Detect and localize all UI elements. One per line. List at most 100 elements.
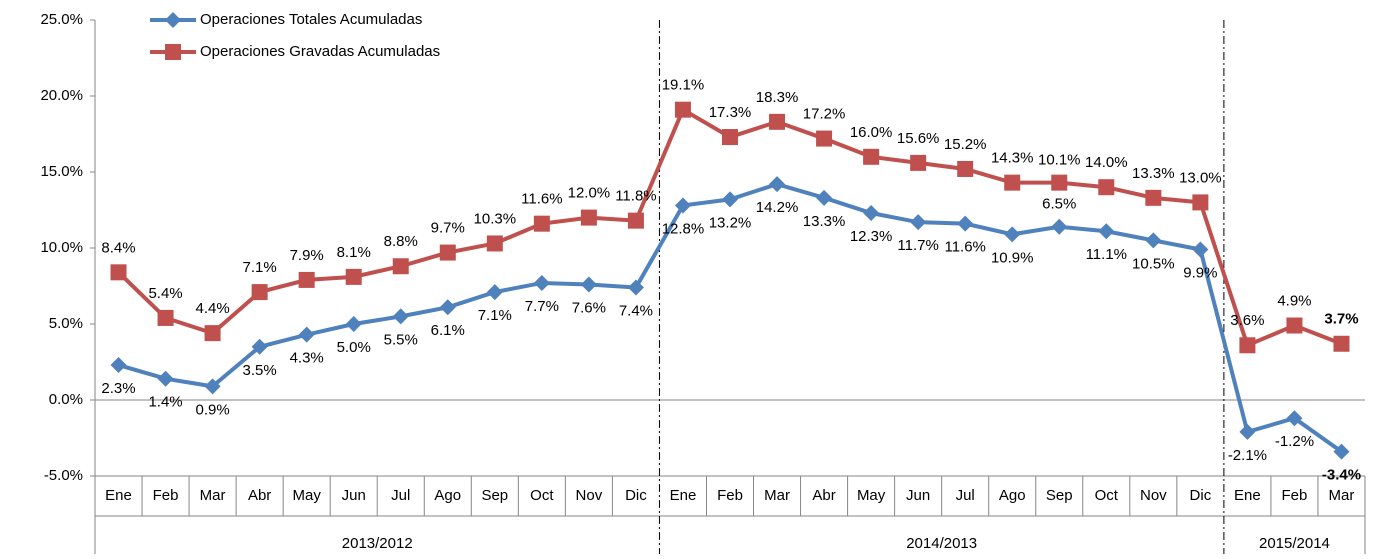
x-tick-label: Jul xyxy=(391,487,410,504)
point xyxy=(533,215,550,232)
group-label: 2014/2013 xyxy=(906,535,977,552)
point xyxy=(816,189,833,206)
y-tick-label: 5.0% xyxy=(49,315,83,332)
data-label: 12.8% xyxy=(662,220,705,237)
x-tick-label: Jun xyxy=(342,487,366,504)
point xyxy=(251,338,268,355)
point xyxy=(863,205,880,222)
data-label: 15.2% xyxy=(944,136,987,153)
point xyxy=(157,370,174,387)
point xyxy=(392,308,409,325)
data-label: 11.8% xyxy=(615,188,656,205)
y-tick-label: 25.0% xyxy=(40,11,83,28)
point xyxy=(722,129,738,146)
data-label: 8.1% xyxy=(337,244,371,261)
point xyxy=(1192,241,1209,258)
data-label: 8.4% xyxy=(101,239,135,256)
data-label: 14.3% xyxy=(991,150,1034,167)
data-label: 5.0% xyxy=(337,339,371,356)
x-tick-label: Jun xyxy=(906,487,930,504)
point xyxy=(204,378,221,395)
point xyxy=(1286,317,1303,334)
data-label: -3.4% xyxy=(1322,467,1361,484)
x-tick-label: Jul xyxy=(956,487,975,504)
x-tick-label: Mar xyxy=(200,487,226,504)
x-tick-label: Mar xyxy=(764,487,790,504)
data-label: 9.9% xyxy=(1183,264,1217,281)
point xyxy=(1098,223,1115,240)
data-label: 4.4% xyxy=(195,300,229,317)
x-tick-label: Dic xyxy=(625,487,647,504)
x-tick-label: Feb xyxy=(717,487,743,504)
point xyxy=(957,160,974,177)
y-tick-label: 20.0% xyxy=(40,87,83,104)
data-label: 2.3% xyxy=(101,380,135,397)
y-tick-label: 0.0% xyxy=(49,391,83,408)
annotation: 10.1% xyxy=(1038,152,1081,169)
point xyxy=(345,268,362,285)
point xyxy=(486,284,503,301)
data-label: 11.6% xyxy=(944,239,985,256)
data-label: 8.8% xyxy=(384,233,418,250)
x-tick-label: Abr xyxy=(248,487,271,504)
x-tick-label: Ago xyxy=(434,487,461,504)
legend-label: Operaciones Gravadas Acumuladas xyxy=(200,43,440,60)
data-label: 12.3% xyxy=(850,228,893,245)
x-tick-label: Sep xyxy=(1046,487,1073,504)
point xyxy=(439,299,456,316)
point xyxy=(1239,337,1256,354)
point xyxy=(674,101,691,118)
point xyxy=(1286,410,1303,427)
point xyxy=(863,148,880,165)
point xyxy=(1333,443,1350,460)
x-tick-label: Feb xyxy=(153,487,179,504)
point xyxy=(1004,174,1021,191)
data-label: -1.2% xyxy=(1275,433,1314,450)
x-tick-label: Ene xyxy=(105,487,132,504)
point xyxy=(439,244,456,261)
point xyxy=(627,212,644,229)
point xyxy=(1192,194,1209,211)
point xyxy=(957,215,974,232)
data-label: 13.0% xyxy=(1179,169,1222,186)
data-label: 6.1% xyxy=(431,322,465,339)
data-label: 10.5% xyxy=(1132,255,1175,272)
annotation: 6.5% xyxy=(1042,196,1076,213)
point xyxy=(769,113,786,130)
data-label: 0.9% xyxy=(195,401,229,418)
data-label: 5.4% xyxy=(148,285,182,302)
data-label: 1.4% xyxy=(148,394,182,411)
group-label: 2015/2014 xyxy=(1259,535,1330,552)
y-tick-label: -5.0% xyxy=(44,467,83,484)
legend-marker xyxy=(165,44,181,60)
data-label: 3.7% xyxy=(1324,311,1358,328)
point xyxy=(533,274,550,291)
data-label: 10.3% xyxy=(474,210,517,227)
point xyxy=(910,214,927,231)
data-label: 11.1% xyxy=(1086,246,1127,263)
point xyxy=(1098,179,1115,196)
data-label: 7.1% xyxy=(478,307,512,324)
x-tick-label: Nov xyxy=(576,487,603,504)
point xyxy=(769,176,786,193)
point xyxy=(580,209,597,226)
data-label: 13.2% xyxy=(709,214,752,231)
x-tick-label: Sep xyxy=(481,487,508,504)
data-label: 19.1% xyxy=(662,77,705,94)
data-label: 3.5% xyxy=(243,362,277,379)
point xyxy=(345,316,362,332)
point xyxy=(722,191,738,208)
x-tick-label: Oct xyxy=(1095,487,1119,504)
point xyxy=(674,197,691,214)
data-label: 4.9% xyxy=(1277,292,1311,309)
x-tick-label: Ene xyxy=(670,487,697,504)
x-tick-label: May xyxy=(292,487,321,504)
point xyxy=(251,284,268,301)
data-label: 7.6% xyxy=(572,299,606,316)
point xyxy=(1004,226,1021,243)
point xyxy=(298,326,315,343)
data-label: 13.3% xyxy=(803,213,846,230)
x-tick-label: Feb xyxy=(1282,487,1308,504)
x-tick-label: Ago xyxy=(999,487,1026,504)
